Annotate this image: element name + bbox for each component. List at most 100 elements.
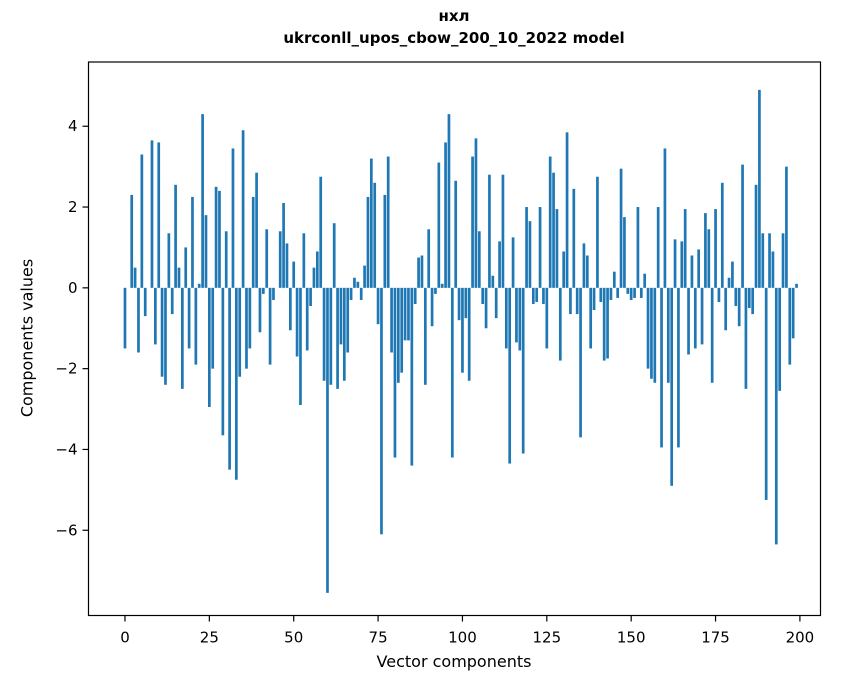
bar [140,154,144,288]
bar [518,287,522,351]
bar [160,287,164,377]
bar [440,283,444,288]
bar [342,287,346,381]
x-tick-label: 200 [786,629,815,647]
bar [785,166,788,288]
bar [417,257,420,288]
bar [761,233,765,288]
bar [656,207,660,288]
bar [224,231,228,288]
bar [130,194,134,288]
bar [238,287,242,377]
bar [693,287,697,349]
bar [336,287,339,389]
bar [558,287,562,361]
bar [623,217,626,288]
bar [612,271,616,288]
bar [265,229,269,288]
bar [248,287,252,349]
bar [646,287,650,369]
bar [363,265,366,288]
bar [261,287,265,294]
bar [420,255,424,288]
bar [464,287,468,319]
bar [542,287,545,304]
bar [747,287,751,309]
bar [309,287,312,307]
bar [548,156,552,288]
bar [423,287,427,385]
bar [234,287,238,480]
x-tick-label: 100 [448,629,477,647]
bar [299,287,302,405]
bar [778,287,782,391]
bar [413,287,417,304]
bar [498,241,501,288]
bar [484,287,488,329]
bar [575,287,579,315]
x-tick-label: 0 [120,629,130,647]
bar [636,207,640,288]
bar [764,287,768,500]
bar [255,172,258,288]
bar [585,255,589,288]
y-tick-label: −4 [55,440,77,458]
bar [170,287,174,315]
bar [666,287,670,383]
x-tick-label: 175 [701,629,730,647]
bar [700,287,704,345]
bar [633,287,636,298]
bar [295,287,299,357]
bar [525,207,528,288]
bar [670,287,674,486]
bar [592,287,596,311]
bar [781,233,785,288]
bar [677,287,680,448]
bar [599,287,603,302]
bar [491,275,495,288]
bar [555,209,559,288]
bar [683,209,687,288]
bar [619,168,623,288]
bar [774,287,778,545]
bar [771,251,775,288]
bar [650,287,653,379]
bar [437,162,441,288]
bar [579,287,582,438]
y-tick-label: 2 [68,198,78,216]
y-tick-label: 0 [68,279,78,297]
bar [596,176,599,288]
bar [538,207,542,288]
y-tick-label: −6 [55,521,77,539]
y-tick-label: −2 [55,360,77,378]
bar [353,277,356,288]
bar [332,223,336,288]
bar [430,287,434,327]
bar [268,287,272,365]
bar [734,287,738,307]
bar [427,229,431,288]
bar [346,287,350,353]
bar [673,239,677,288]
bar [393,287,397,458]
bar [177,267,181,288]
bar [488,174,491,288]
bar [285,243,289,288]
x-tick-label: 25 [200,629,219,647]
y-tick-label: 4 [68,117,78,135]
bar [521,287,525,454]
bar [380,287,383,535]
bar [164,287,167,385]
bar [697,249,701,288]
bar [467,287,471,381]
bar [714,209,717,288]
bar [552,172,555,288]
bar [305,287,309,351]
bar [434,287,437,294]
bar [407,287,410,341]
bar [282,203,285,288]
bar [731,261,734,288]
bar [376,287,380,325]
bar [788,287,792,365]
bar [315,251,319,288]
